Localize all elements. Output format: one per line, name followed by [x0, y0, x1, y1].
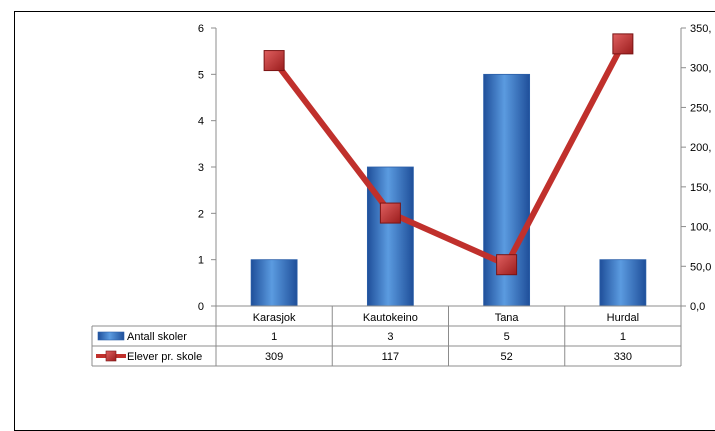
y-right-tick-label: 200,: [690, 142, 711, 154]
y-left-tick-label: 6: [198, 23, 204, 35]
table-value: 3: [387, 331, 393, 343]
legend-key-marker: [105, 350, 117, 362]
table-value: 52: [501, 351, 513, 363]
y-left-tick-label: 4: [198, 116, 204, 128]
bar: [599, 259, 647, 307]
line-point: [263, 50, 285, 72]
category-label: Hurdal: [607, 312, 639, 324]
line-series: [263, 33, 634, 276]
y-left-tick-label: 5: [198, 69, 204, 81]
table-value: 117: [382, 351, 400, 363]
table-value: 1: [271, 331, 277, 343]
y-left-tick-label: 0: [198, 301, 204, 313]
line-point: [496, 254, 518, 276]
y-right-tick-label: 250,: [690, 102, 711, 114]
table-value: 309: [265, 351, 283, 363]
data-table: Karasjok Kautokeino Tana Hurdal Antall skole…: [91, 305, 682, 367]
legend-label: Elever pr. skole: [127, 351, 202, 363]
series-line: [271, 42, 626, 268]
line-point: [379, 202, 401, 224]
y-left-tick-label: 2: [198, 208, 204, 220]
category-label: Tana: [495, 312, 520, 324]
y-left-ticks: 0 1 2 3 4 5 6: [198, 23, 216, 313]
legend-label: Antall skoler: [127, 331, 187, 343]
category-label: Kautokeino: [363, 312, 418, 324]
y-left-tick-label: 3: [198, 162, 204, 174]
line-point: [612, 33, 634, 55]
y-right-tick-label: 100,: [690, 222, 711, 234]
table-value: 5: [504, 331, 510, 343]
table-value: 330: [614, 351, 632, 363]
category-label: Karasjok: [253, 312, 296, 324]
y-right-tick-label: 150,: [690, 182, 711, 194]
y-left-tick-label: 1: [198, 255, 204, 267]
bar: [250, 259, 298, 307]
legend-key-bar: [97, 331, 125, 341]
table-value: 1: [620, 331, 626, 343]
y-right-ticks: 0,0 50,0 100, 150, 200, 250, 300, 350,: [681, 23, 711, 313]
y-right-tick-label: 0,0: [690, 301, 705, 313]
y-right-tick-label: 50,0: [690, 261, 711, 273]
bar: [366, 166, 414, 307]
y-right-tick-label: 350,: [690, 23, 711, 35]
y-right-tick-label: 300,: [690, 63, 711, 75]
